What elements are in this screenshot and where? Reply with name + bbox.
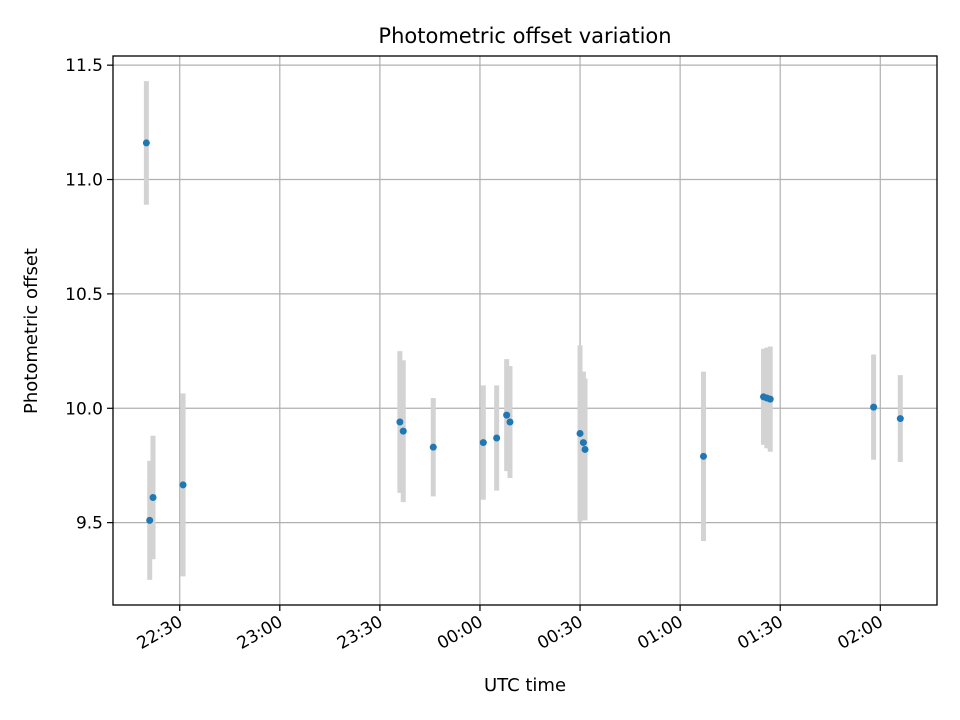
- data-point: [399, 427, 407, 435]
- y-tick-label: 10.0: [65, 399, 103, 419]
- y-tick-label: 11.5: [65, 56, 103, 76]
- x-tick-label: 23:30: [334, 612, 386, 654]
- x-tick-label: 01:00: [634, 612, 686, 654]
- data-point: [149, 493, 157, 501]
- y-tick-label: 11.0: [65, 171, 103, 191]
- data-point: [179, 481, 187, 489]
- data-point: [146, 516, 154, 524]
- data-point: [581, 445, 589, 453]
- chart-title: Photometric offset variation: [378, 24, 671, 48]
- data-point: [870, 403, 878, 411]
- x-axis-label: UTC time: [484, 675, 566, 696]
- data-point: [142, 139, 150, 147]
- y-tick-label: 9.5: [76, 514, 103, 534]
- data-point: [576, 429, 584, 437]
- x-tick-label: 00:30: [534, 612, 586, 654]
- x-tick-label: 23:00: [234, 612, 286, 654]
- x-tick-label: 00:00: [434, 612, 486, 654]
- y-tick-label: 10.5: [65, 285, 103, 305]
- grid: [113, 56, 937, 605]
- data-point: [396, 418, 404, 426]
- y-axis-label: Photometric offset: [21, 248, 42, 414]
- x-tick-label: 02:00: [834, 612, 886, 654]
- data-points: [142, 139, 904, 524]
- error-bars: [143, 81, 903, 580]
- plot-frame: [112, 55, 938, 606]
- data-point: [766, 395, 774, 403]
- data-point: [479, 439, 487, 447]
- data-point: [493, 434, 501, 442]
- data-point: [896, 415, 904, 423]
- x-tick-label: 01:30: [734, 612, 786, 654]
- x-tick-label: 22:30: [134, 612, 186, 654]
- data-point: [506, 418, 514, 426]
- data-point: [503, 411, 511, 419]
- data-point: [699, 452, 707, 460]
- data-point: [579, 439, 587, 447]
- data-point: [429, 443, 437, 451]
